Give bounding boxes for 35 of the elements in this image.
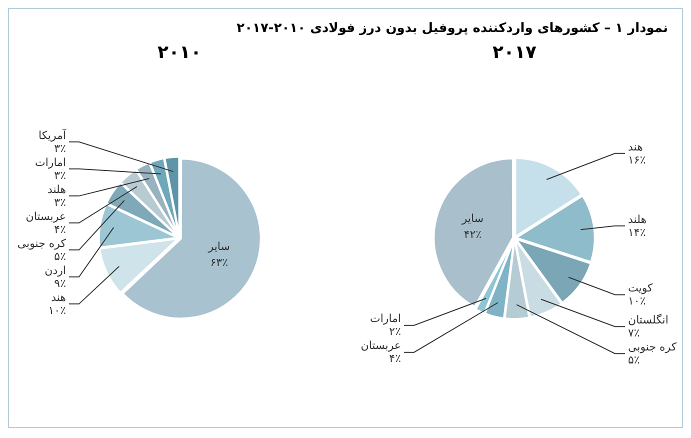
chart-title: نمودار ۱ – کشورهای واردکننده پروفیل بدون درز فولادی ۲۰۱۰-۲۰۱۷ bbox=[236, 20, 669, 38]
data-label: ۵٪ bbox=[54, 250, 66, 263]
slice-label: امارات bbox=[34, 156, 66, 169]
data-label: ۳٪ bbox=[54, 168, 66, 182]
slice-label: سایر bbox=[207, 240, 230, 254]
data-label: ۴٪ bbox=[54, 222, 66, 236]
slice-label: هلند bbox=[628, 212, 647, 226]
data-label: ۱۰٪ bbox=[48, 304, 66, 317]
data-label: ۶۳٪ bbox=[210, 256, 228, 270]
slice-label: انگلستان bbox=[628, 313, 668, 326]
data-label: ۹٪ bbox=[54, 276, 66, 290]
data-label: ۷٪ bbox=[628, 326, 640, 340]
slice-label: آمریکا bbox=[38, 128, 67, 142]
slice-label: کره جنوبی bbox=[628, 340, 678, 354]
data-label: ۵٪ bbox=[628, 353, 640, 366]
chart-subtitle: ۲۰۱۷ bbox=[492, 42, 538, 65]
data-label: ۱۴٪ bbox=[628, 226, 646, 239]
slice-label: هند bbox=[628, 140, 644, 154]
data-label: ۱۶٪ bbox=[628, 153, 646, 166]
slice-label: هند bbox=[51, 290, 66, 304]
data-label: ۱۰٪ bbox=[628, 294, 646, 308]
slice-label: عربستان bbox=[26, 210, 66, 223]
slice-label: هلند bbox=[47, 182, 66, 196]
slice-label: کویت bbox=[628, 282, 654, 295]
chart-subtitle: ۲۰۱۰ bbox=[156, 42, 202, 65]
slice-label: سایر bbox=[460, 212, 484, 226]
slice-label: عربستان bbox=[360, 339, 401, 352]
slice-label: اردن bbox=[44, 264, 66, 277]
data-label: ۳٪ bbox=[54, 142, 66, 155]
slice-label: امارات bbox=[370, 312, 401, 326]
data-label: ۴۲٪ bbox=[464, 228, 482, 242]
data-label: ۴٪ bbox=[389, 352, 402, 366]
data-label: ۳٪ bbox=[54, 196, 66, 209]
slice-label: کره جنوبی bbox=[17, 236, 67, 250]
data-label: ۲٪ bbox=[389, 325, 402, 338]
